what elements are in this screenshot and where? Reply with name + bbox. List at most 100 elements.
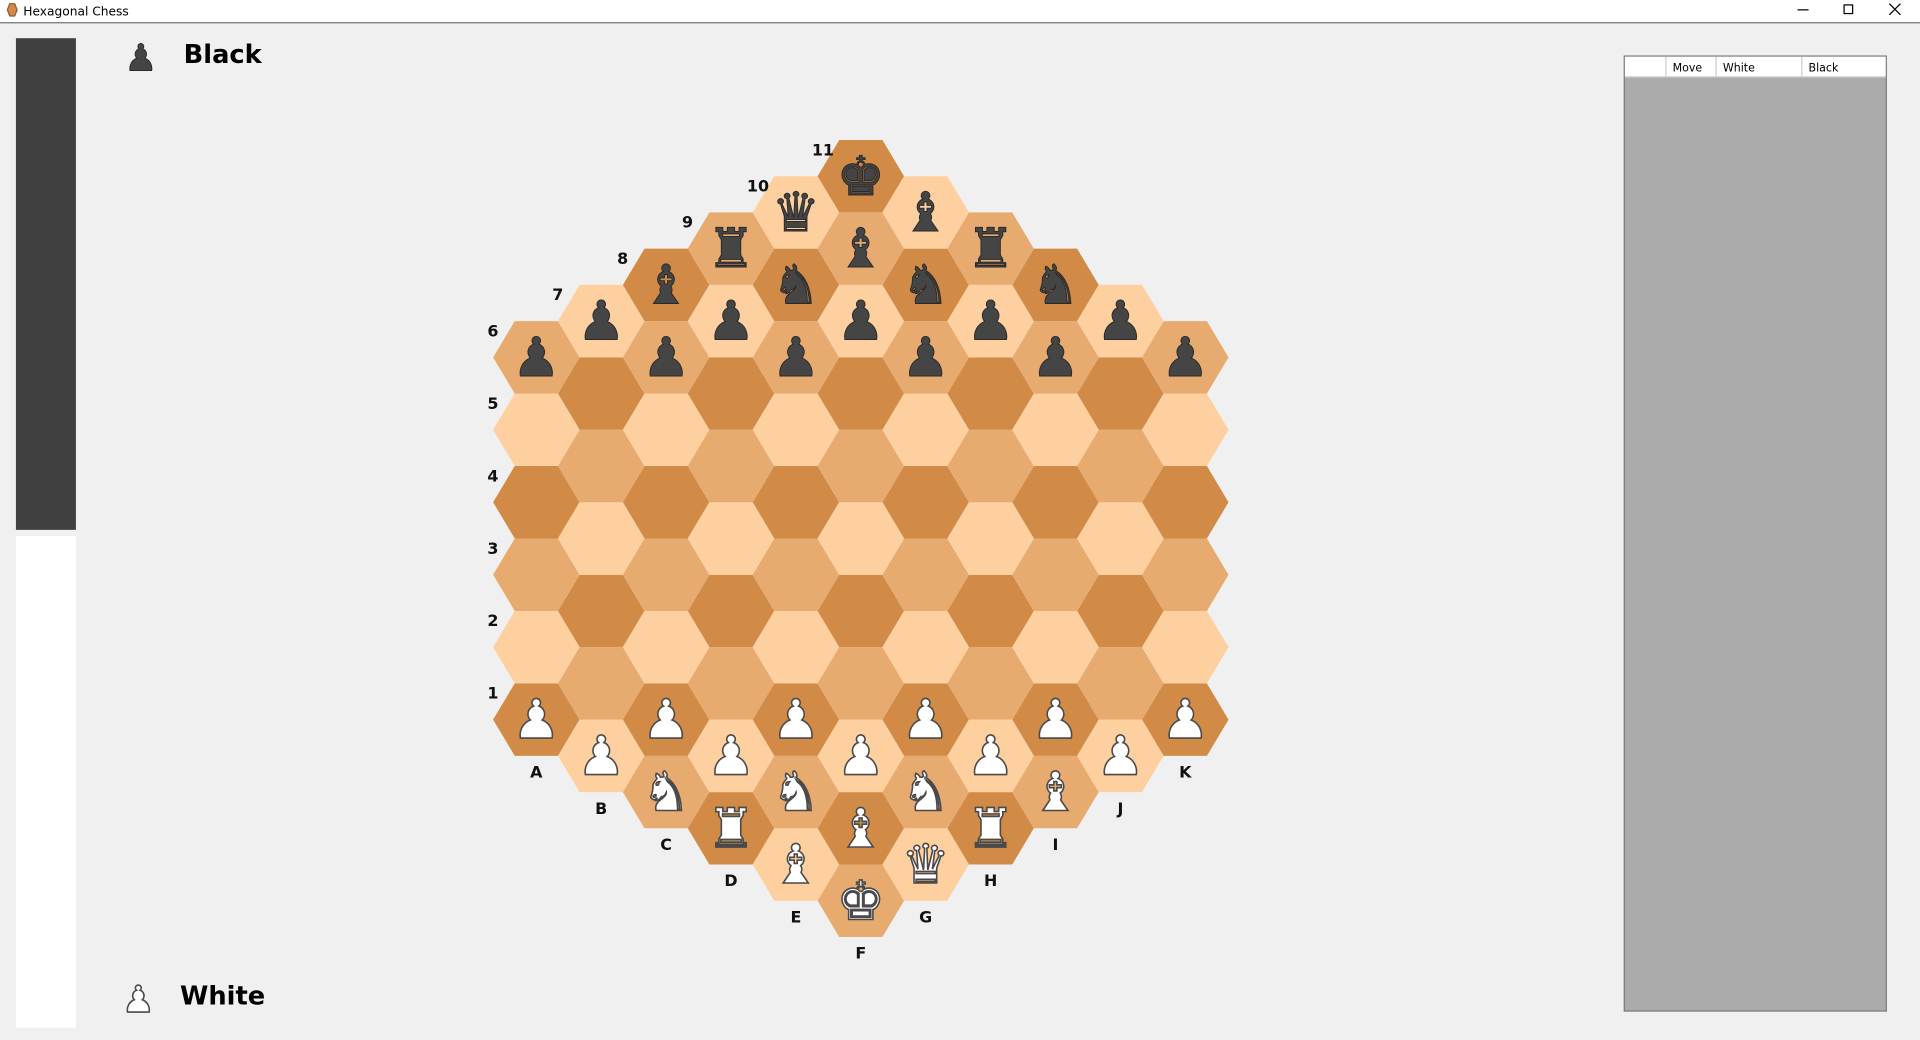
piece[interactable]: ♟ xyxy=(1031,687,1081,752)
hex-cell[interactable] xyxy=(1077,284,1164,358)
hex-cell[interactable] xyxy=(558,357,645,430)
hex-cell[interactable] xyxy=(817,139,905,213)
hex-cell[interactable] xyxy=(1012,755,1099,829)
hex-cell[interactable] xyxy=(882,683,969,756)
hex-cell[interactable] xyxy=(558,647,645,720)
piece[interactable]: ♟ xyxy=(771,325,820,389)
hex-cell[interactable] xyxy=(622,610,710,684)
hex-cell[interactable] xyxy=(1012,610,1099,684)
piece[interactable]: ♞ xyxy=(641,760,691,825)
hex-cell[interactable] xyxy=(687,647,775,720)
hex-cell[interactable] xyxy=(1077,502,1164,575)
piece[interactable]: ♟ xyxy=(511,687,561,752)
piece[interactable]: ♟ xyxy=(1095,723,1145,788)
hex-cell[interactable] xyxy=(947,719,1034,793)
restore-button[interactable] xyxy=(1843,4,1854,15)
hex-cell[interactable] xyxy=(687,792,775,865)
hex-cell[interactable] xyxy=(1012,248,1099,322)
column-header[interactable]: White xyxy=(1723,61,1755,74)
hex-cell[interactable] xyxy=(752,828,840,901)
hex-cell[interactable] xyxy=(817,719,905,793)
hex-cell[interactable] xyxy=(817,284,905,358)
hex-cell[interactable] xyxy=(1012,683,1099,756)
piece[interactable]: ♚ xyxy=(836,144,885,208)
hex-cell[interactable] xyxy=(947,502,1034,575)
piece[interactable]: ♝ xyxy=(836,217,885,281)
piece[interactable]: ♛ xyxy=(901,832,951,897)
hex-cell[interactable] xyxy=(493,466,580,539)
hex-cell[interactable] xyxy=(752,248,840,322)
hex-cell[interactable] xyxy=(687,284,775,358)
hex-cell[interactable] xyxy=(1012,321,1099,394)
hex-cell[interactable] xyxy=(1142,610,1229,684)
hex-cell[interactable] xyxy=(882,176,969,249)
piece[interactable]: ♟ xyxy=(966,289,1015,353)
piece[interactable]: ♟ xyxy=(706,723,756,788)
hex-cell[interactable] xyxy=(882,538,969,611)
hex-cell[interactable] xyxy=(1012,393,1099,467)
hex-cell[interactable] xyxy=(752,755,840,829)
piece[interactable]: ♟ xyxy=(966,723,1016,788)
hex-cell[interactable] xyxy=(817,864,905,937)
piece[interactable]: ♝ xyxy=(641,253,690,317)
hex-cell[interactable] xyxy=(622,321,710,394)
hex-cell[interactable] xyxy=(1142,466,1229,539)
close-button[interactable] xyxy=(1888,3,1901,16)
hex-cell[interactable] xyxy=(817,212,905,285)
hex-cell[interactable] xyxy=(1012,538,1099,611)
piece[interactable]: ♚ xyxy=(836,868,886,933)
piece[interactable]: ♞ xyxy=(771,253,820,317)
hex-cell[interactable] xyxy=(882,393,969,467)
hex-cell[interactable] xyxy=(752,538,840,611)
hex-cell[interactable] xyxy=(947,357,1034,430)
hex-cell[interactable] xyxy=(752,321,840,394)
hex-cell[interactable] xyxy=(1077,719,1164,793)
hex-cell[interactable] xyxy=(558,284,645,358)
hex-cell[interactable] xyxy=(687,357,775,430)
hex-cell[interactable] xyxy=(1077,357,1164,430)
piece[interactable]: ♜ xyxy=(706,796,756,861)
hex-cell[interactable] xyxy=(882,248,969,322)
hex-cell[interactable] xyxy=(493,683,580,756)
piece[interactable]: ♝ xyxy=(901,180,950,244)
hex-cell[interactable] xyxy=(947,574,1034,648)
hex-cell[interactable] xyxy=(817,574,905,648)
hex-cell[interactable] xyxy=(1077,574,1164,648)
piece[interactable]: ♝ xyxy=(771,832,821,897)
hex-cell[interactable] xyxy=(622,466,710,539)
piece[interactable]: ♟ xyxy=(641,687,691,752)
piece[interactable]: ♟ xyxy=(1161,325,1210,389)
hex-cell[interactable] xyxy=(558,574,645,648)
move-list[interactable] xyxy=(1623,55,1887,1012)
hex-cell[interactable] xyxy=(687,429,775,503)
piece[interactable]: ♟ xyxy=(641,325,690,389)
piece[interactable]: ♟ xyxy=(1096,289,1145,353)
hex-cell[interactable] xyxy=(1142,538,1229,611)
hex-cell[interactable] xyxy=(817,429,905,503)
piece[interactable]: ♞ xyxy=(901,253,950,317)
hex-cell[interactable] xyxy=(1142,321,1229,394)
hex-cell[interactable] xyxy=(817,357,905,430)
hex-cell[interactable] xyxy=(947,284,1034,358)
column-header[interactable]: Move xyxy=(1673,61,1703,74)
piece[interactable]: ♟ xyxy=(836,289,885,353)
piece[interactable]: ♟ xyxy=(512,325,561,389)
piece[interactable]: ♟ xyxy=(836,723,886,788)
piece[interactable]: ♞ xyxy=(771,760,821,825)
hex-cell[interactable] xyxy=(1077,429,1164,503)
hex-cell[interactable] xyxy=(558,502,645,575)
hex-cell[interactable] xyxy=(493,610,580,684)
hex-cell[interactable] xyxy=(687,502,775,575)
hex-cell[interactable] xyxy=(558,429,645,503)
piece[interactable]: ♟ xyxy=(706,289,755,353)
piece[interactable]: ♟ xyxy=(1031,325,1080,389)
piece[interactable]: ♝ xyxy=(836,796,886,861)
piece[interactable]: ♝ xyxy=(1031,760,1081,825)
hex-cell[interactable] xyxy=(817,647,905,720)
hex-cell[interactable] xyxy=(817,502,905,575)
piece[interactable]: ♟ xyxy=(576,723,626,788)
column-header[interactable]: Black xyxy=(1809,61,1839,74)
piece[interactable]: ♜ xyxy=(966,217,1015,281)
hex-cell[interactable] xyxy=(752,393,840,467)
hex-cell[interactable] xyxy=(1012,466,1099,539)
